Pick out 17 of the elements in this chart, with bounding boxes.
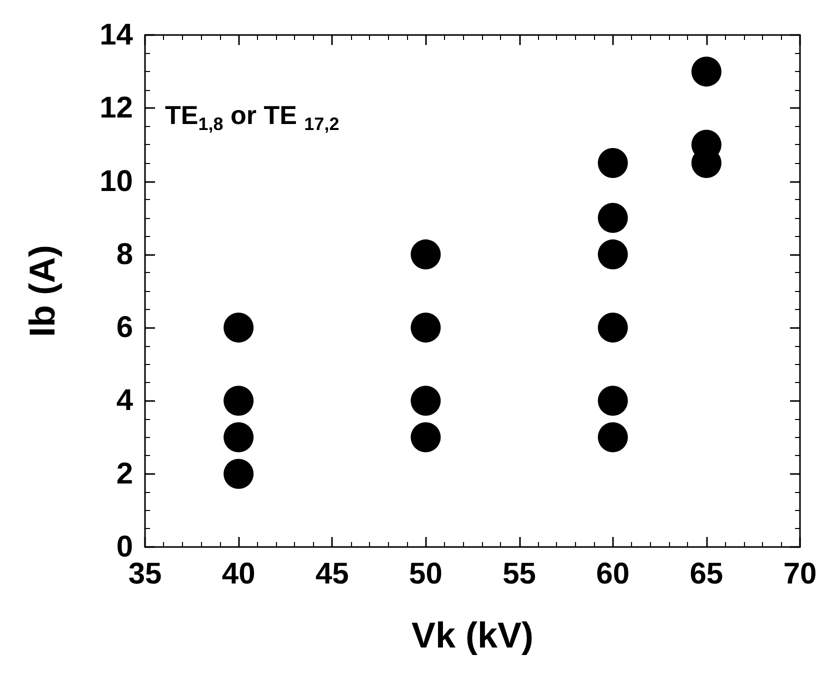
y-tick-label: 10 (100, 164, 133, 198)
x-tick-label: 70 (783, 558, 817, 590)
y-tick-label: 6 (116, 311, 133, 344)
x-tick-label: 40 (222, 558, 256, 590)
annotation: TE$_{1,8}$ or TE $_{17,2}$ (165, 100, 340, 136)
y-tick-label: 8 (116, 238, 133, 271)
x-tick-label: 55 (502, 558, 536, 590)
x-tick-label: 60 (596, 558, 630, 590)
y-tick-label: 12 (100, 92, 133, 125)
x-tick-label: 65 (690, 558, 724, 590)
x-axis-title: Vk (kV) (411, 614, 534, 656)
y-tick-label: 14 (100, 18, 134, 52)
x-tick-label: 45 (315, 558, 349, 590)
x-tick-label: 50 (409, 558, 442, 590)
y-tick-label: 2 (116, 457, 133, 490)
y-tick-label: 4 (116, 384, 134, 418)
y-axis-title: Ib (A) (22, 245, 62, 337)
